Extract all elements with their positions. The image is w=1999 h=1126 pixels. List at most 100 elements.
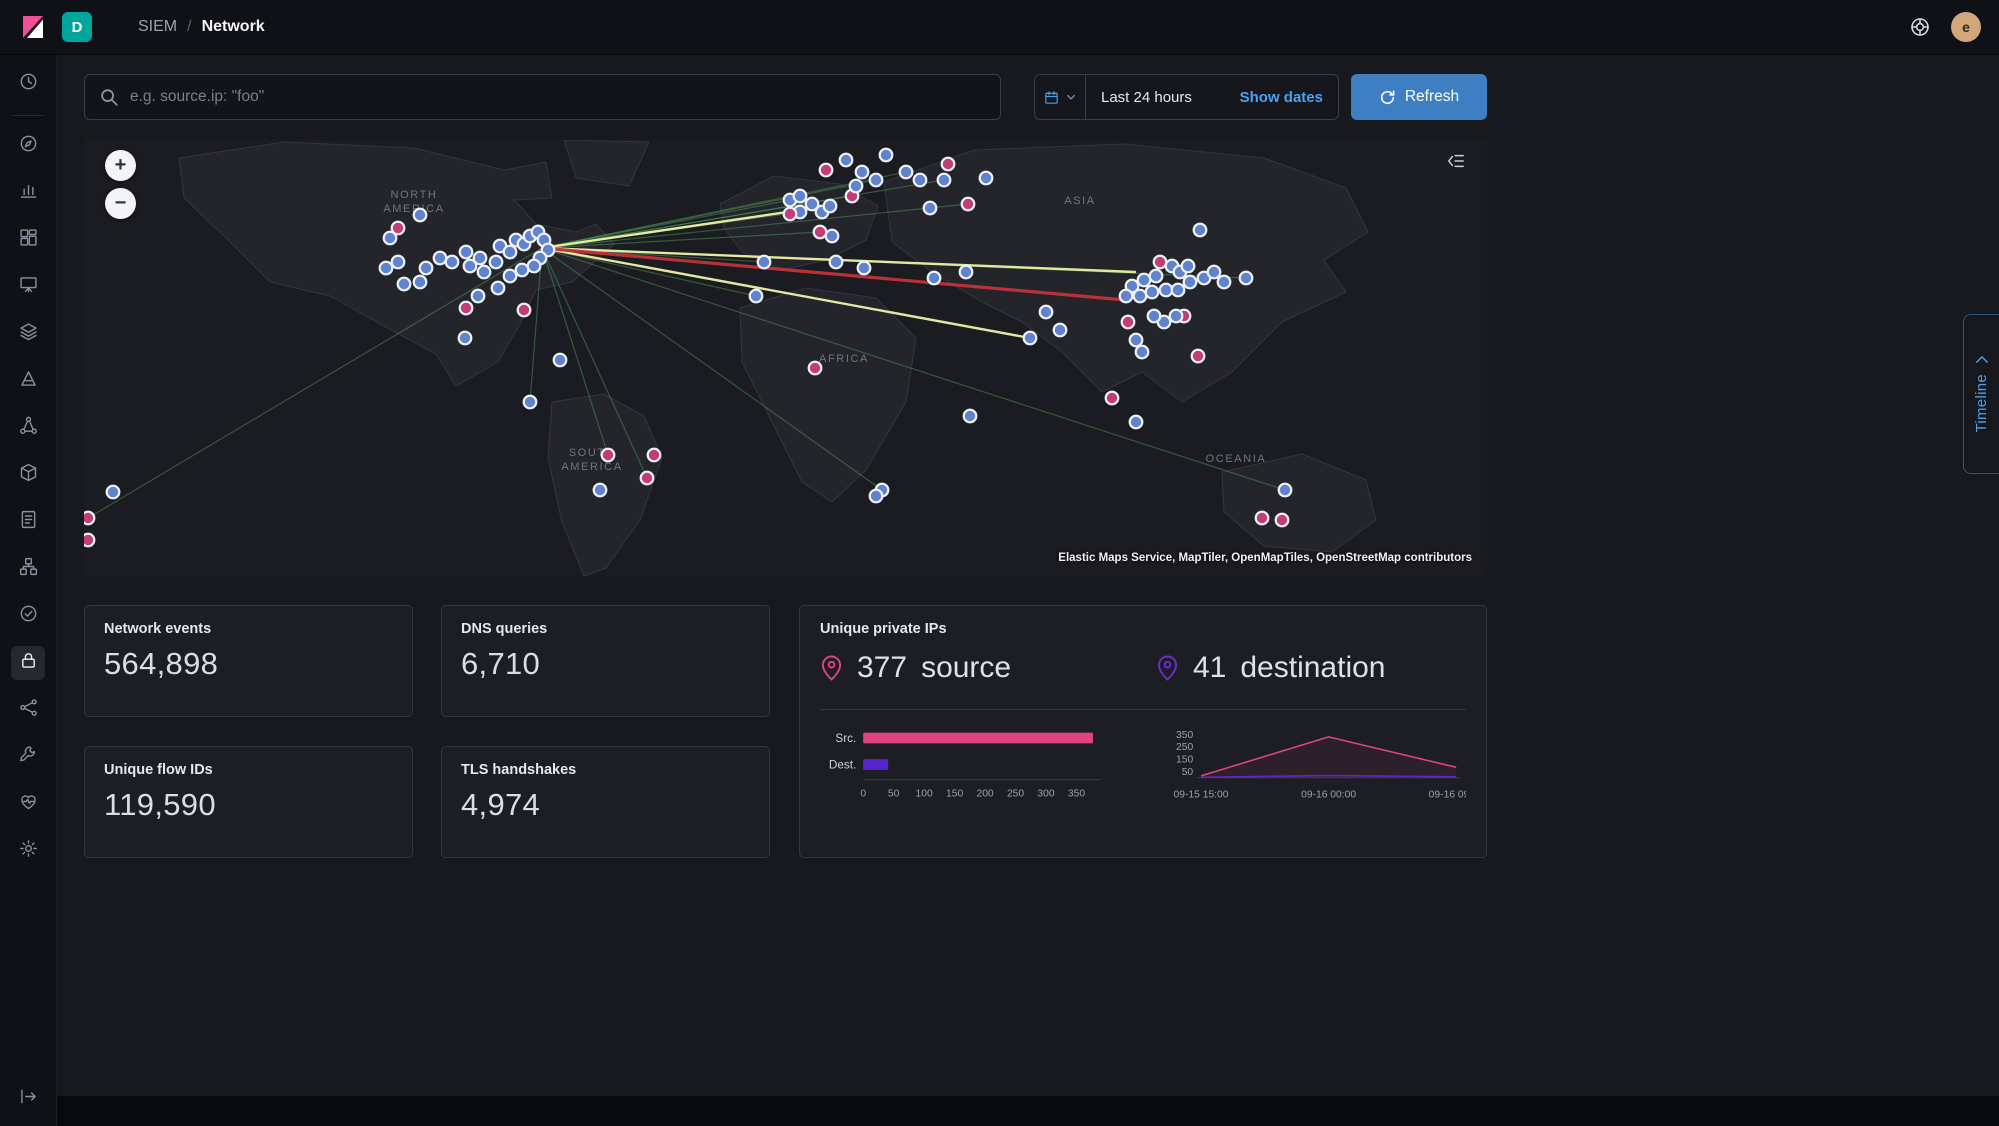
sidebar-item-graph-share[interactable] — [11, 693, 45, 727]
card-unique-private-ips: Unique private IPs 377 source 41 destina… — [799, 605, 1487, 858]
network-map[interactable]: NORTH AMERICA ASIA AFRICA SOUTH AMERICA OCEANI… — [84, 140, 1487, 576]
sidebar-item-siem[interactable] — [11, 646, 45, 680]
map-event-point — [1238, 270, 1254, 286]
map-connection-line — [541, 247, 883, 491]
sidebar-item-dashboard[interactable] — [11, 223, 45, 257]
calendar-dropdown-button[interactable] — [1034, 74, 1086, 120]
map-event-point — [1254, 510, 1270, 526]
map-event-point — [748, 288, 764, 304]
search-icon — [101, 89, 118, 106]
card-value: 119,590 — [104, 787, 216, 822]
time-range-box[interactable]: Last 24 hours Show dates — [1086, 74, 1339, 120]
card-divider — [820, 709, 1466, 710]
card-value: 6,710 — [461, 646, 541, 681]
map-event-point — [1144, 284, 1160, 300]
breadcrumb-current: Network — [201, 18, 265, 35]
map-event-point — [782, 206, 798, 222]
map-connection-line — [541, 179, 945, 249]
map-event-point — [848, 178, 864, 194]
map-event-point — [1182, 274, 1198, 290]
lock-icon — [18, 650, 39, 676]
map-connection-line — [87, 247, 543, 519]
map-event-point — [936, 172, 952, 188]
map-event-point — [1190, 348, 1206, 364]
zoom-out-button[interactable]: − — [105, 188, 136, 219]
map-event-point — [1180, 258, 1196, 274]
sidebar-item-graph[interactable] — [11, 411, 45, 445]
sidebar-item-apm[interactable] — [11, 458, 45, 492]
map-connection-line — [541, 171, 907, 249]
map-event-point — [807, 360, 823, 376]
top-bar: D SIEM / Network e — [0, 0, 1999, 55]
svg-text:150: 150 — [1176, 755, 1193, 766]
sidebar-item-maps[interactable] — [11, 317, 45, 351]
date-picker: Last 24 hours Show dates — [1034, 74, 1339, 120]
sidebar-item-discover[interactable] — [11, 129, 45, 163]
space-badge[interactable]: D — [62, 12, 92, 42]
map-attribution: Elastic Maps Service, MapTiler, OpenMapT… — [1058, 552, 1472, 564]
source-pin-icon — [821, 655, 842, 681]
calendar-icon — [1045, 90, 1058, 104]
map-region-label: AMERICA — [561, 461, 622, 473]
timeline-bottom-bar[interactable] — [57, 1095, 1999, 1126]
map-event-point — [488, 254, 504, 270]
sidebar-item-canvas[interactable] — [11, 270, 45, 304]
map-event-point — [824, 228, 840, 244]
breadcrumb-siem[interactable]: SIEM — [138, 18, 178, 35]
wrench-icon — [18, 744, 39, 770]
clock-icon — [18, 71, 39, 97]
map-event-points — [84, 147, 1293, 548]
refresh-button[interactable]: Refresh — [1351, 74, 1487, 120]
map-event-point — [418, 260, 434, 276]
card-dns-queries: DNS queries 6,710 — [441, 605, 770, 717]
app-sidebar — [0, 55, 57, 1126]
source-ip-stat: 377 source — [820, 651, 1130, 685]
gear-icon — [18, 838, 39, 864]
zoom-in-button[interactable]: + — [105, 150, 136, 181]
map-event-point — [940, 156, 956, 172]
sidebar-item-stack-monitoring[interactable] — [11, 787, 45, 821]
map-event-point — [1128, 414, 1144, 430]
map-event-point — [958, 264, 974, 280]
map-connection-line — [541, 247, 609, 456]
sidebar-item-machine-learning[interactable] — [11, 364, 45, 398]
show-dates-link[interactable]: Show dates — [1239, 88, 1323, 106]
svg-text:250: 250 — [1007, 788, 1024, 799]
timeline-toggle-button[interactable]: Timeline — [1963, 314, 1999, 474]
map-event-point — [444, 254, 460, 270]
map-event-point — [804, 196, 820, 212]
sidebar-item-recently-viewed[interactable] — [11, 67, 45, 101]
sidebar-item-infrastructure[interactable] — [11, 552, 45, 586]
map-event-point — [412, 274, 428, 290]
map-event-point — [1104, 390, 1120, 406]
map-legend-toggle-icon[interactable] — [1447, 152, 1465, 175]
map-connection-line — [540, 246, 1032, 340]
destination-ip-label: destination — [1240, 651, 1386, 684]
sidebar-item-visualize[interactable] — [11, 176, 45, 210]
collapse-navigation-button[interactable] — [11, 1082, 45, 1116]
map-event-point — [1148, 268, 1164, 284]
map-event-point — [600, 447, 616, 463]
map-event-point — [378, 260, 394, 276]
map-event-point — [84, 532, 96, 548]
kibana-logo-icon[interactable] — [18, 12, 48, 42]
sidebar-divider — [13, 115, 43, 116]
map-event-point — [458, 300, 474, 316]
user-avatar[interactable]: e — [1951, 12, 1981, 42]
sidebar-item-dev-tools[interactable] — [11, 740, 45, 774]
help-icon[interactable] — [1909, 16, 1931, 38]
map-connection-line — [541, 231, 821, 249]
map-region-label: AFRICA — [819, 353, 869, 365]
sidebar-item-logs[interactable] — [11, 505, 45, 539]
sidebar-item-management[interactable] — [11, 834, 45, 868]
ip-charts-row: Src. Dest. 0 50 100 150 200 250 300 350 350 250 150… — [820, 720, 1466, 812]
search-input[interactable] — [130, 88, 986, 106]
svg-text:50: 50 — [888, 788, 900, 799]
map-event-point — [1277, 482, 1293, 498]
svg-text:0: 0 — [860, 788, 866, 799]
sidebar-item-uptime[interactable] — [11, 599, 45, 633]
svg-text:350: 350 — [1068, 788, 1085, 799]
map-event-point — [898, 164, 914, 180]
map-connection-line — [540, 246, 1127, 302]
